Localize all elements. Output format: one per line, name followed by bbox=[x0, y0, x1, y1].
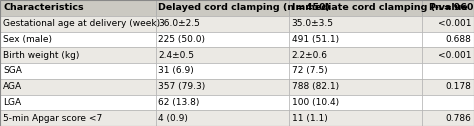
Bar bbox=[155, 79, 289, 94]
Bar bbox=[289, 79, 422, 94]
Bar bbox=[422, 79, 474, 94]
Bar bbox=[0, 110, 155, 126]
Text: 0.178: 0.178 bbox=[445, 82, 471, 91]
Bar bbox=[0, 16, 155, 32]
Text: Immediate cord clamping (n = 960): Immediate cord clamping (n = 960) bbox=[292, 3, 474, 12]
Text: 36.0±2.5: 36.0±2.5 bbox=[158, 19, 200, 28]
Text: <0.001: <0.001 bbox=[438, 51, 471, 60]
Bar bbox=[289, 0, 422, 16]
Bar bbox=[0, 63, 155, 79]
Bar bbox=[289, 47, 422, 63]
Text: 788 (82.1): 788 (82.1) bbox=[292, 82, 339, 91]
Bar bbox=[422, 32, 474, 47]
Bar bbox=[289, 16, 422, 32]
Text: 5-min Apgar score <7: 5-min Apgar score <7 bbox=[3, 114, 102, 123]
Text: 11 (1.1): 11 (1.1) bbox=[292, 114, 328, 123]
Bar bbox=[422, 63, 474, 79]
Text: AGA: AGA bbox=[3, 82, 22, 91]
Text: 0.786: 0.786 bbox=[445, 114, 471, 123]
Bar bbox=[289, 94, 422, 110]
Text: 2.4±0.5: 2.4±0.5 bbox=[158, 51, 194, 60]
Text: 0.688: 0.688 bbox=[445, 35, 471, 44]
Text: SGA: SGA bbox=[3, 66, 22, 75]
Text: 2.2±0.6: 2.2±0.6 bbox=[292, 51, 328, 60]
Text: Gestational age at delivery (week): Gestational age at delivery (week) bbox=[3, 19, 160, 28]
Text: 225 (50.0): 225 (50.0) bbox=[158, 35, 205, 44]
Text: Characteristics: Characteristics bbox=[3, 3, 84, 12]
Bar bbox=[155, 94, 289, 110]
Bar bbox=[155, 16, 289, 32]
Text: Sex (male): Sex (male) bbox=[3, 35, 52, 44]
Bar bbox=[155, 110, 289, 126]
Text: Delayed cord clamping (n = 450): Delayed cord clamping (n = 450) bbox=[158, 3, 330, 12]
Bar bbox=[155, 63, 289, 79]
Bar bbox=[0, 94, 155, 110]
Text: LGA: LGA bbox=[3, 98, 21, 107]
Bar bbox=[289, 63, 422, 79]
Bar bbox=[0, 47, 155, 63]
Bar bbox=[422, 16, 474, 32]
Text: 35.0±3.5: 35.0±3.5 bbox=[292, 19, 334, 28]
Bar bbox=[155, 32, 289, 47]
Bar bbox=[289, 110, 422, 126]
Bar bbox=[422, 110, 474, 126]
Text: 31 (6.9): 31 (6.9) bbox=[158, 66, 194, 75]
Bar bbox=[0, 79, 155, 94]
Text: 491 (51.1): 491 (51.1) bbox=[292, 35, 339, 44]
Text: 357 (79.3): 357 (79.3) bbox=[158, 82, 206, 91]
Text: P-value: P-value bbox=[428, 3, 468, 12]
Text: 72 (7.5): 72 (7.5) bbox=[292, 66, 328, 75]
Bar bbox=[422, 47, 474, 63]
Text: 62 (13.8): 62 (13.8) bbox=[158, 98, 200, 107]
Text: Birth weight (kg): Birth weight (kg) bbox=[3, 51, 80, 60]
Bar bbox=[155, 47, 289, 63]
Bar bbox=[0, 32, 155, 47]
Text: 100 (10.4): 100 (10.4) bbox=[292, 98, 339, 107]
Bar bbox=[422, 0, 474, 16]
Bar bbox=[0, 0, 155, 16]
Bar bbox=[289, 32, 422, 47]
Bar bbox=[155, 0, 289, 16]
Text: 4 (0.9): 4 (0.9) bbox=[158, 114, 188, 123]
Text: <0.001: <0.001 bbox=[438, 19, 471, 28]
Bar bbox=[422, 94, 474, 110]
